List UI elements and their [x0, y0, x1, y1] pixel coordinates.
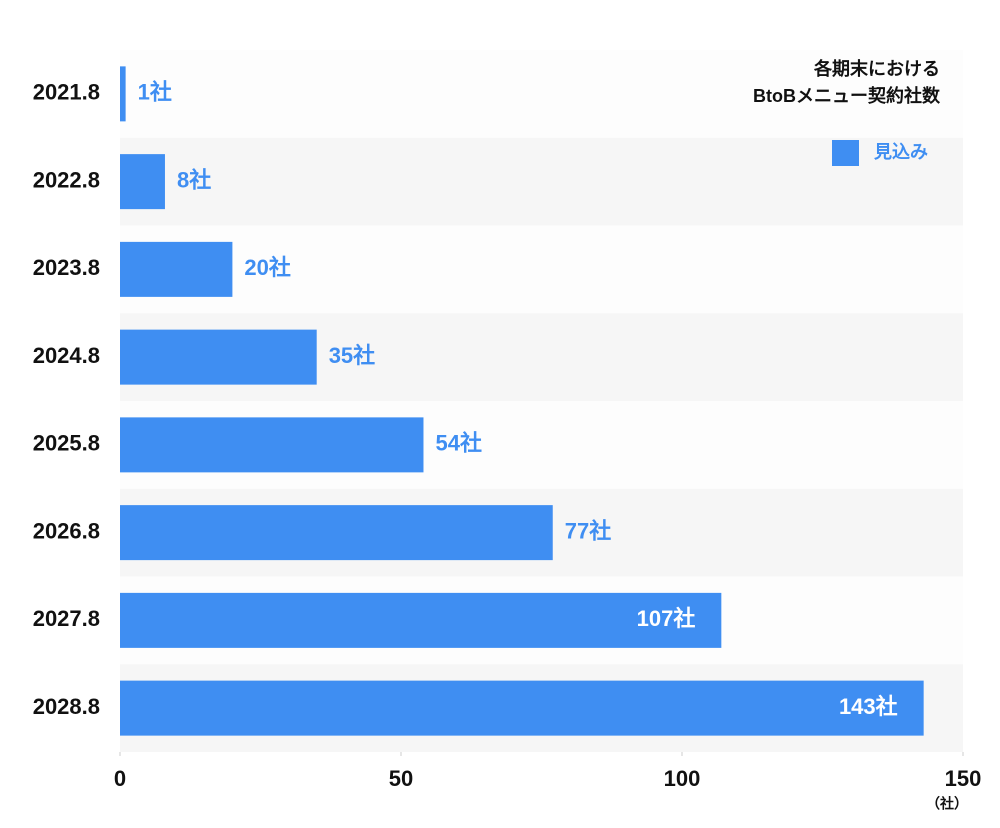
row-background [120, 50, 963, 138]
row-background [120, 225, 963, 314]
bar [120, 66, 126, 122]
y-tick-label: 2025.8 [33, 431, 100, 456]
bar [120, 154, 165, 210]
bar [120, 680, 924, 736]
value-label: 20社 [244, 255, 290, 280]
value-label: 77社 [565, 518, 611, 543]
x-tick-label: 150 [945, 766, 982, 791]
bar [120, 241, 233, 297]
bar [120, 592, 722, 648]
value-label: 107社 [637, 606, 696, 631]
x-unit-label: （社） [926, 796, 968, 812]
chart-title: BtoBメニュー契約社数 [753, 85, 941, 106]
chart-title: 各期末における [813, 58, 940, 79]
legend-swatch [832, 140, 859, 166]
bar [120, 417, 424, 473]
value-label: 8社 [177, 167, 211, 192]
legend-label: 見込み [873, 142, 928, 162]
bar [120, 329, 317, 385]
plot: 0 50 100 150 2021.8 2022.8 2023.8 2024.8 2025.8 2… [33, 50, 982, 791]
y-tick-label: 2024.8 [33, 343, 100, 368]
y-tick-label: 2022.8 [33, 167, 100, 192]
x-tick-label: 0 [114, 766, 126, 791]
y-tick-label: 2026.8 [33, 518, 100, 543]
y-tick-label: 2023.8 [33, 255, 100, 280]
x-tick-label: 50 [389, 766, 413, 791]
bar [120, 505, 553, 561]
row-background [120, 137, 963, 226]
value-label: 143社 [839, 694, 898, 719]
value-label: 35社 [329, 343, 375, 368]
value-label: 54社 [435, 431, 481, 456]
y-tick-label: 2021.8 [33, 80, 100, 105]
x-tick-label: 100 [664, 766, 701, 791]
y-tick-label: 2027.8 [33, 606, 100, 631]
value-label: 1社 [138, 80, 172, 105]
y-tick-label: 2028.8 [33, 694, 100, 719]
